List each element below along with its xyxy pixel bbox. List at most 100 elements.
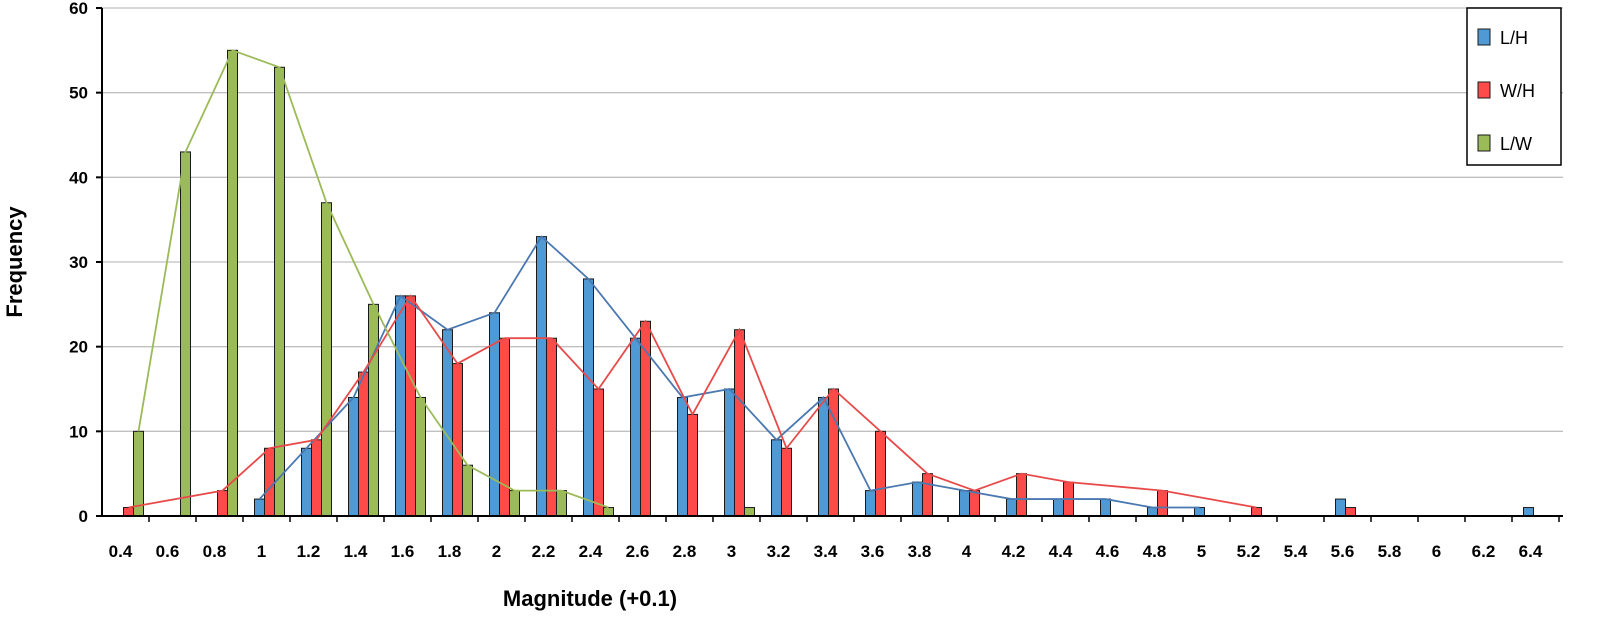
line-l-w xyxy=(137,49,609,509)
x-tick-label: 3.6 xyxy=(861,542,885,561)
bar-l-w xyxy=(368,303,379,517)
series-lines xyxy=(128,49,1257,509)
bar-l-w xyxy=(603,507,614,517)
bar-w-h xyxy=(687,413,698,517)
axes: 0 10 20 30 40 50 60 0.4 0.6 0.8 1 1.2 1.4 1.6 1.8 2 2.2 2… xyxy=(69,0,1563,561)
bar-w-h xyxy=(1016,473,1027,517)
x-tick-label: 2 xyxy=(492,542,501,561)
y-tick-label: 40 xyxy=(69,168,88,187)
y-tick-label: 0 xyxy=(79,507,88,526)
bar-l-w xyxy=(509,490,520,517)
x-tick-label: 3.8 xyxy=(908,542,932,561)
bar-l-w xyxy=(744,507,755,517)
bar-l-w xyxy=(227,49,238,517)
bar-l-h xyxy=(395,295,406,517)
bar-w-h xyxy=(781,447,792,517)
x-tick-label: 1 xyxy=(257,542,266,561)
y-tick-label: 30 xyxy=(69,253,88,272)
bar-l-h xyxy=(959,490,970,517)
bar-l-h xyxy=(912,481,923,517)
bar-l-h xyxy=(1523,507,1534,517)
bar-l-h xyxy=(1147,507,1158,517)
bar-w-h xyxy=(922,473,933,517)
x-tick-label: 3.2 xyxy=(767,542,791,561)
x-axis-label: Magnitude (+0.1) xyxy=(503,586,677,611)
legend: L/H W/H L/W xyxy=(1466,7,1562,166)
bar-w-h xyxy=(546,337,557,517)
x-tick-label: 6 xyxy=(1432,542,1441,561)
bar-w-h xyxy=(1157,490,1168,517)
bar-l-h xyxy=(583,278,594,517)
x-tick-label: 5.2 xyxy=(1237,542,1261,561)
bar-l-h xyxy=(865,490,876,517)
bar-l-h xyxy=(1194,507,1205,517)
gridlines xyxy=(102,7,1563,432)
x-tick-label: 6.4 xyxy=(1519,542,1543,561)
x-tick-label: 1.8 xyxy=(438,542,462,561)
legend-label: L/H xyxy=(1500,28,1528,48)
bar-w-h xyxy=(264,447,275,517)
bar-w-h xyxy=(311,439,322,517)
x-tick-label: 2.8 xyxy=(673,542,697,561)
x-tick-label: 6.2 xyxy=(1472,542,1496,561)
bar-l-h xyxy=(536,236,547,517)
bar-l-h xyxy=(348,396,359,517)
x-tick-label: 4.8 xyxy=(1143,542,1167,561)
bar-l-h xyxy=(724,388,735,517)
bar-l-h xyxy=(771,439,782,517)
bar-l-w xyxy=(274,66,285,517)
x-tick-label: 0.4 xyxy=(109,542,133,561)
y-tick-label: 50 xyxy=(69,84,88,103)
bar-l-h xyxy=(1006,498,1017,517)
bar-l-w xyxy=(415,396,426,517)
bar-l-w xyxy=(462,464,473,517)
bar-l-w xyxy=(180,151,191,517)
x-tick-label: 5 xyxy=(1197,542,1206,561)
x-tick-label: 3.4 xyxy=(814,542,838,561)
legend-label: L/W xyxy=(1500,134,1532,154)
bar-w-h xyxy=(1345,507,1356,517)
bar-w-h xyxy=(405,295,416,517)
x-tick-label: 1.4 xyxy=(344,542,368,561)
bar-w-h xyxy=(123,507,134,517)
y-tick-label: 10 xyxy=(69,422,88,441)
x-tick-label: 2.6 xyxy=(626,542,650,561)
bar-w-h xyxy=(217,490,228,517)
bar-l-h xyxy=(1053,498,1064,517)
bar-l-w xyxy=(321,202,332,517)
bar-w-h xyxy=(358,371,369,517)
x-tick-label: 2.4 xyxy=(579,542,603,561)
bar-l-h xyxy=(254,498,265,517)
x-tick-label: 3 xyxy=(727,542,736,561)
legend-swatch xyxy=(1477,81,1491,99)
x-tick-label: 2.2 xyxy=(532,542,556,561)
x-tick-label: 0.8 xyxy=(203,542,227,561)
x-tick-label: 5.6 xyxy=(1331,542,1355,561)
x-tick-label: 4.4 xyxy=(1049,542,1073,561)
x-tick-label: 4.2 xyxy=(1002,542,1026,561)
bar-w-h xyxy=(875,430,886,517)
y-tick-label: 60 xyxy=(69,0,88,18)
bars xyxy=(123,49,1534,517)
x-tick-label: 1.6 xyxy=(391,542,415,561)
bar-w-h xyxy=(593,388,604,517)
bar-w-h xyxy=(452,363,463,517)
bar-w-h xyxy=(1251,507,1262,517)
bar-l-h xyxy=(442,329,453,517)
y-axis-label: Frequency xyxy=(2,206,27,318)
bar-w-h xyxy=(969,490,980,517)
x-tick-label: 0.6 xyxy=(156,542,180,561)
bar-l-w xyxy=(556,490,567,517)
legend-swatch xyxy=(1477,134,1491,152)
bar-l-h xyxy=(301,447,312,517)
bar-w-h xyxy=(734,329,745,517)
bar-w-h xyxy=(828,388,839,517)
legend-label: W/H xyxy=(1500,81,1535,101)
bar-l-h xyxy=(818,396,829,517)
x-tick-label: 1.2 xyxy=(297,542,321,561)
line-w-h xyxy=(128,294,1257,509)
x-tick-label: 4.6 xyxy=(1096,542,1120,561)
bar-l-h xyxy=(1100,498,1111,517)
x-tick-label: 5.4 xyxy=(1284,542,1308,561)
